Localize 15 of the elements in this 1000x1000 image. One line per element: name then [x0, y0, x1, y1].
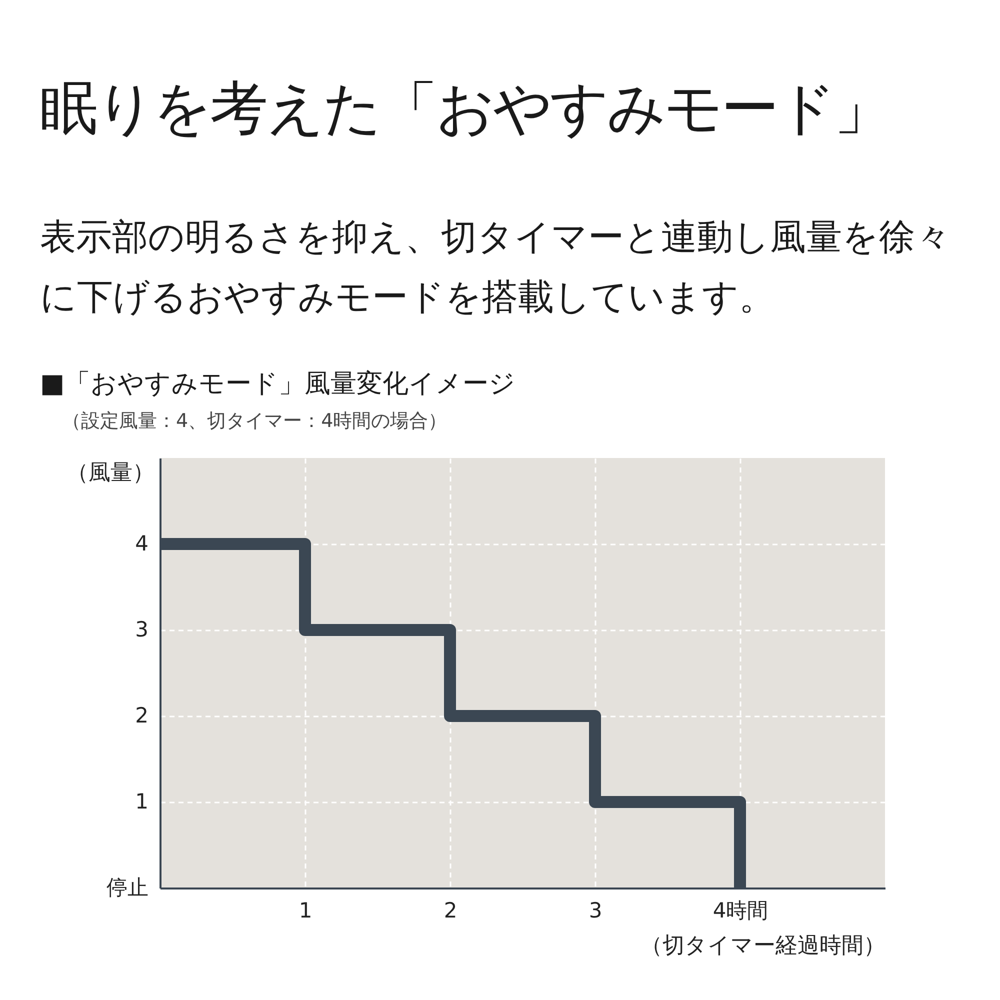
x-tick-label: 2: [444, 898, 458, 922]
text: （設定風量：4、切タイマー：4時間の場合）: [62, 409, 448, 434]
y-axis-title: （風量）: [66, 460, 154, 486]
chart-title: 眠りを考えた「おやすみモード」: [40, 73, 890, 144]
text: ■「おやすみモード」風量変化イメージ: [40, 368, 516, 401]
y-tick-label: 停止: [106, 876, 148, 900]
x-tick-label: 4時間: [712, 898, 768, 922]
x-tick-label: 1: [298, 898, 312, 922]
y-tick-label: 3: [135, 618, 148, 642]
y-tick-label: 1: [135, 790, 148, 814]
y-tick-label: 2: [135, 704, 148, 728]
x-tick-label: 3: [588, 898, 602, 922]
chart-subtitle: 表示部の明るさを抑え、切タイマーと連動し風量を徐々に下げるおやすみモードを搭載しています。: [40, 216, 952, 320]
y-tick-label: 4: [135, 532, 148, 556]
x-axis-title: （切タイマー経過時間）: [640, 934, 886, 958]
